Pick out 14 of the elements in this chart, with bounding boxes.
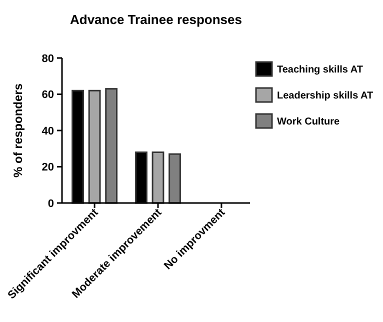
- y-axis-title: % of responders: [11, 83, 25, 178]
- y-tick-label: 40: [42, 125, 54, 138]
- bar: [152, 152, 164, 204]
- y-tick-label: 60: [42, 89, 54, 102]
- y-tick-label: 80: [42, 52, 54, 65]
- y-tick-label: 0: [48, 198, 54, 210]
- legend-label: Leadership skills AT: [277, 90, 374, 102]
- bar: [105, 88, 118, 204]
- legend-label: Teaching skills AT: [277, 64, 363, 76]
- y-tick-label: 20: [42, 162, 54, 174]
- legend-label: Work Culture: [277, 116, 340, 128]
- chart-title: Advance Trainee responses: [70, 12, 242, 27]
- bar: [88, 90, 101, 204]
- bar: [168, 153, 181, 204]
